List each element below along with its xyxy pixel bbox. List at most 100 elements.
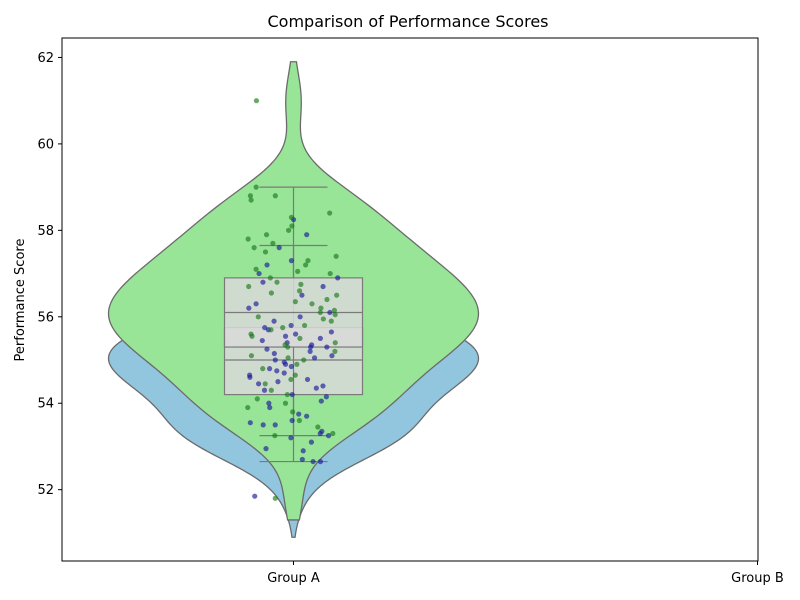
data-point — [330, 430, 336, 437]
data-point — [253, 98, 260, 104]
data-point — [247, 372, 253, 378]
data-point — [317, 335, 323, 341]
data-point — [301, 357, 307, 363]
data-point — [311, 355, 318, 361]
data-point — [260, 279, 266, 285]
data-point — [272, 433, 278, 439]
data-point — [274, 368, 280, 374]
data-point — [332, 348, 338, 354]
data-point — [313, 385, 319, 391]
box-plots — [223, 186, 364, 463]
data-point — [246, 283, 252, 290]
data-point — [284, 391, 290, 398]
y-tick-label: 58 — [37, 224, 54, 239]
data-point — [247, 193, 254, 199]
data-point — [261, 387, 268, 393]
data-point — [285, 355, 291, 361]
data-point — [288, 363, 294, 370]
data-point — [317, 309, 323, 316]
data-point — [310, 458, 316, 465]
data-point — [320, 316, 326, 322]
data-point — [255, 314, 261, 320]
data-point — [296, 417, 303, 424]
y-tick-label: 62 — [37, 51, 54, 66]
data-point — [271, 318, 277, 324]
data-point — [296, 411, 302, 417]
data-point — [317, 458, 324, 465]
data-point — [266, 400, 272, 406]
data-point — [245, 236, 251, 242]
data-point — [262, 381, 268, 387]
data-point — [282, 333, 289, 339]
data-point — [318, 305, 324, 311]
data-point — [327, 309, 333, 316]
data-point — [281, 370, 287, 376]
data-point — [256, 270, 262, 277]
data-point — [323, 394, 329, 400]
data-point — [268, 327, 274, 333]
data-point — [272, 495, 278, 501]
data-point — [332, 312, 338, 318]
data-point — [289, 391, 295, 398]
data-point — [248, 197, 254, 203]
data-point — [263, 446, 269, 452]
plot-area — [107, 61, 480, 538]
data-point — [309, 301, 315, 307]
data-point — [288, 435, 294, 441]
x-tick-label: Group A — [267, 571, 320, 586]
data-point — [297, 314, 303, 320]
data-point — [285, 227, 292, 233]
data-point — [275, 379, 281, 385]
data-point — [247, 420, 253, 426]
data-point — [319, 428, 325, 434]
data-point — [288, 322, 294, 329]
data-point — [334, 292, 340, 298]
data-point — [328, 329, 335, 335]
data-points — [245, 98, 341, 501]
chart-title: Comparison of Performance Scores — [267, 12, 548, 31]
data-point — [308, 439, 315, 445]
data-point — [289, 417, 295, 424]
data-point — [303, 262, 309, 268]
data-point — [332, 340, 338, 346]
data-point — [264, 262, 270, 268]
data-point — [267, 404, 273, 411]
data-point — [320, 283, 326, 290]
data-point — [288, 376, 294, 383]
y-tick-label: 52 — [37, 483, 54, 498]
data-point — [292, 331, 299, 337]
data-point — [255, 381, 262, 387]
data-point — [299, 292, 305, 298]
data-point — [264, 346, 270, 352]
data-point — [253, 301, 259, 307]
data-point — [315, 424, 321, 430]
data-point — [248, 353, 255, 359]
data-point — [328, 318, 334, 324]
data-point — [267, 275, 273, 281]
data-point — [268, 387, 274, 393]
data-point — [299, 456, 305, 463]
data-point — [300, 448, 306, 454]
data-point — [288, 214, 295, 220]
data-point — [282, 342, 288, 348]
data-point — [309, 342, 315, 348]
data-point — [304, 232, 310, 238]
data-point — [296, 288, 303, 294]
data-point — [276, 245, 282, 251]
data-point — [245, 404, 251, 411]
data-point — [282, 400, 289, 406]
data-point — [267, 366, 273, 372]
data-point — [335, 275, 341, 281]
data-point — [260, 422, 266, 428]
y-tick-label: 56 — [37, 310, 54, 325]
data-point — [271, 350, 277, 357]
data-point — [292, 372, 298, 378]
data-point — [268, 290, 274, 296]
data-point — [333, 253, 339, 259]
data-point — [329, 353, 335, 359]
data-point — [292, 299, 298, 305]
data-point — [320, 383, 326, 389]
data-point — [324, 344, 330, 350]
data-point — [254, 396, 260, 402]
data-point — [327, 270, 333, 277]
